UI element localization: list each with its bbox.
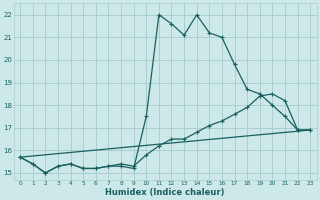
X-axis label: Humidex (Indice chaleur): Humidex (Indice chaleur) — [106, 188, 225, 197]
